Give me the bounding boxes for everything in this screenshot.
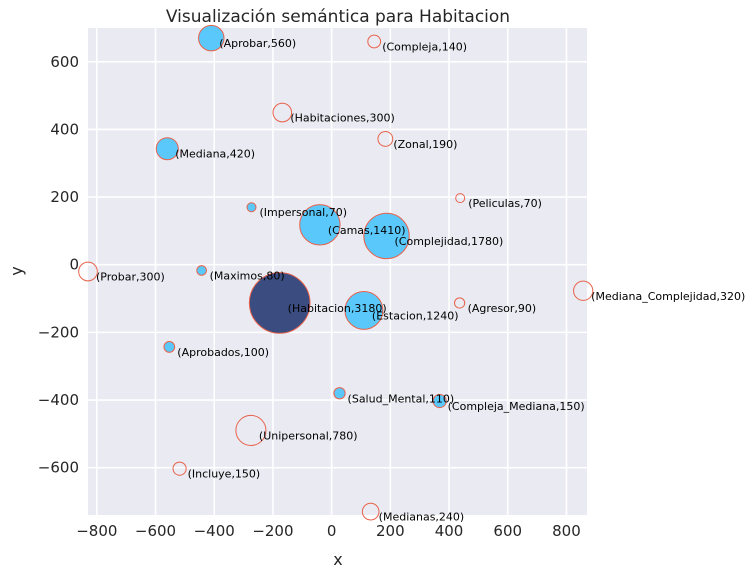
x-axis-label: x <box>333 550 342 569</box>
bubble-label: (Mediana,420) <box>175 148 255 161</box>
y-tick-label: 400 <box>50 120 79 138</box>
bubble-label: (Compleja_Mediana,150) <box>448 400 585 413</box>
bubble <box>367 34 382 49</box>
x-tick-label: −600 <box>135 522 176 540</box>
bubble <box>198 24 225 52</box>
bubble <box>163 341 176 353</box>
y-tick-label: 600 <box>50 53 79 71</box>
x-tick-label: 0 <box>327 522 337 540</box>
bubble-label: (Aprobar,560) <box>219 37 296 50</box>
bubble-label: (Agresor,90) <box>468 302 537 315</box>
bubble <box>272 102 293 123</box>
bubble <box>573 280 594 301</box>
bubble-label: (Habitaciones,300) <box>290 112 394 125</box>
bubble <box>344 290 384 330</box>
bubble-label: (Mediana_Complejidad,320) <box>591 290 745 303</box>
bubble-label: (Unipersonal,780) <box>259 429 358 442</box>
y-tick-label: −200 <box>38 323 79 341</box>
bubble-label: (Zonal,190) <box>393 138 457 151</box>
chart-title: Visualización semántica para Habitacion <box>166 7 510 27</box>
x-tick-label: 400 <box>435 522 464 540</box>
x-tick-label: −800 <box>76 522 117 540</box>
bubble-label: (Impersonal,70) <box>259 206 347 219</box>
plot-area <box>88 28 587 515</box>
y-tick-label: −400 <box>38 391 79 409</box>
bubble-label: (Maximos,80) <box>210 269 285 282</box>
y-tick-label: −600 <box>38 459 79 477</box>
y-axis-label: y <box>7 266 26 275</box>
bubble-label: (Complejidad,1780) <box>395 235 504 248</box>
bubble <box>172 461 187 476</box>
grid-lines <box>88 28 587 515</box>
bubble <box>454 297 466 309</box>
x-tick-label: −200 <box>252 522 293 540</box>
bubble <box>196 265 207 276</box>
bubble <box>455 193 466 204</box>
y-tick-label: 0 <box>69 256 79 274</box>
bubble <box>377 131 394 147</box>
y-tick-label: 200 <box>50 188 79 206</box>
bubble <box>361 502 380 521</box>
bubble <box>299 204 341 246</box>
x-tick-label: 200 <box>376 522 405 540</box>
bubble <box>155 137 179 161</box>
bubble-series <box>78 24 594 521</box>
bubble <box>363 212 410 260</box>
bubble <box>246 202 257 213</box>
x-tick-label: 800 <box>552 522 581 540</box>
x-tick-labels: −800 −600 −400 −200 0 200 400 600 800 <box>76 522 581 540</box>
bubble-label: (Aprobados,100) <box>177 346 269 359</box>
x-tick-label: −400 <box>194 522 235 540</box>
bubble <box>248 272 311 334</box>
bubble-label: (Peliculas,70) <box>468 197 542 210</box>
bubble-label: (Incluye,150) <box>188 468 261 481</box>
bubble-labels: (Aprobar,560) (Compleja,140) (Habitaciones… <box>96 37 745 523</box>
x-tick-label: 600 <box>493 522 522 540</box>
bubble <box>432 393 447 409</box>
bubble-label: (Compleja,140) <box>382 41 467 54</box>
bubble-label: (Probar,300) <box>96 271 165 284</box>
bubble-label: (Salud_Mental,110) <box>348 392 455 405</box>
bubble-label: (Camas,1410) <box>328 224 406 237</box>
bubble <box>235 414 267 446</box>
bubble-label: (Habitacion,3180) <box>288 302 387 315</box>
y-tick-labels: −600 −400 −200 0 200 400 600 <box>38 53 79 477</box>
bubble <box>333 387 346 400</box>
bubble-label: (Medianas,240) <box>379 511 465 524</box>
bubble <box>78 261 98 282</box>
bubble-label: (Estacion,1240) <box>372 309 459 322</box>
